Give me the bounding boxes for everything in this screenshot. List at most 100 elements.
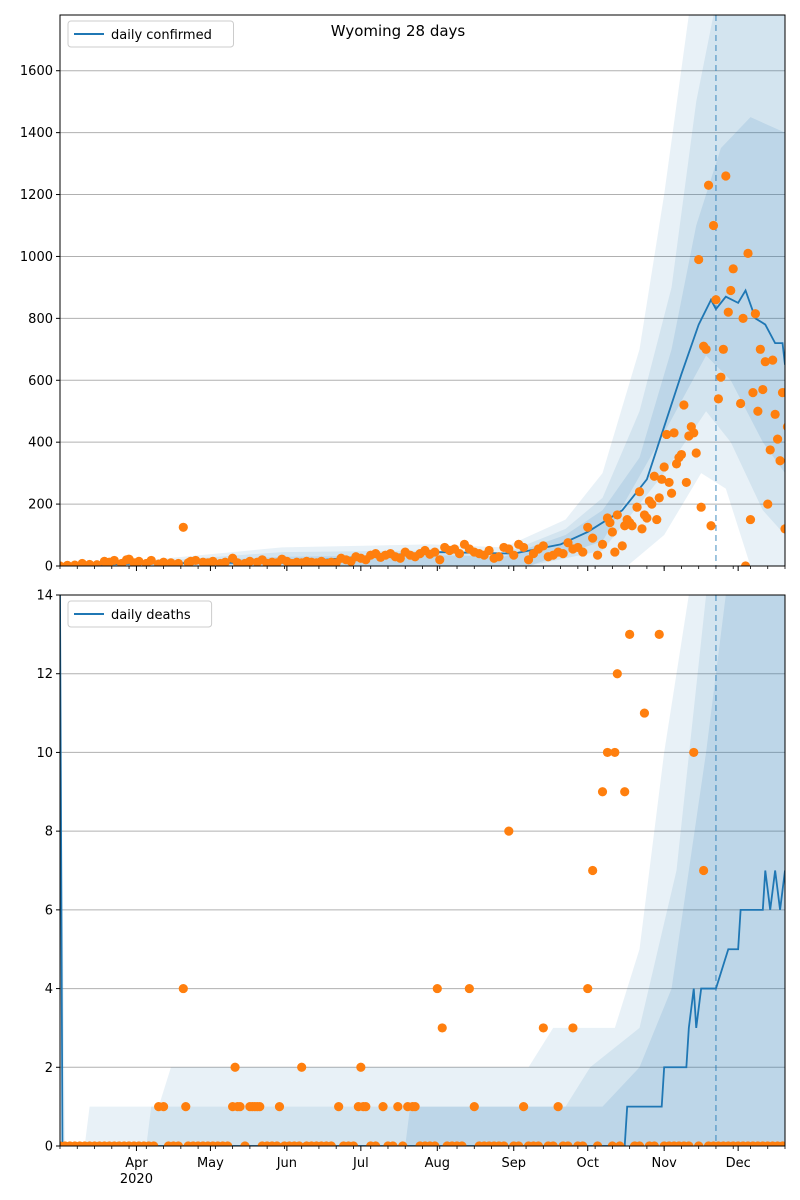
data-point	[634, 487, 645, 497]
data-point	[361, 1102, 371, 1112]
data-point	[294, 1141, 304, 1146]
data-point	[553, 1102, 563, 1112]
data-point	[388, 1141, 398, 1146]
data-point	[578, 547, 588, 557]
y-tick-label: 1400	[20, 126, 53, 141]
data-point	[610, 547, 620, 557]
data-point	[775, 456, 785, 466]
data-point	[607, 527, 617, 537]
x-tick-label: Aug	[425, 1156, 450, 1171]
data-point	[588, 865, 598, 876]
data-point	[494, 552, 504, 562]
data-point	[558, 549, 568, 559]
data-point	[763, 499, 773, 509]
legend-label: daily confirmed	[111, 28, 212, 43]
data-point	[538, 1023, 548, 1033]
data-point	[736, 398, 746, 409]
data-point	[230, 1062, 240, 1072]
data-point	[699, 865, 709, 876]
data-point	[592, 1141, 603, 1146]
data-point	[533, 1141, 544, 1146]
data-point	[348, 1141, 359, 1146]
data-point	[538, 541, 548, 551]
data-point	[519, 1102, 529, 1112]
figure-title: Wyoming 28 days	[331, 22, 466, 40]
data-point	[773, 434, 783, 444]
data-point	[726, 285, 736, 296]
data-point	[178, 522, 188, 532]
data-point	[272, 1141, 282, 1146]
x-tick-label: Nov	[651, 1156, 677, 1171]
data-point	[612, 669, 622, 679]
data-point	[583, 522, 593, 532]
data-point	[208, 556, 218, 566]
data-point	[410, 1102, 420, 1112]
data-point	[223, 1141, 233, 1146]
model-line	[60, 595, 785, 1146]
data-point	[743, 248, 753, 258]
deaths-chart: 0 2 4 6 8 10 12 14 Apr May Jun Jul Aug Sep Oct Nov Dec 20…	[36, 589, 786, 1187]
data-point	[583, 983, 593, 994]
data-point	[548, 1141, 558, 1146]
data-point	[519, 542, 529, 553]
x-year-label: 2020	[120, 1172, 153, 1187]
uncertainty-band-outer	[60, 15, 785, 566]
observed-points	[60, 171, 785, 566]
data-point	[669, 428, 679, 438]
data-point	[703, 180, 714, 190]
y-tick-label: 1200	[20, 188, 53, 203]
data-point	[578, 1141, 588, 1146]
confirmed-chart: 0 200 400 600 800 1000 1200 1400 1600 daily confi…	[20, 14, 786, 575]
y-tick-label: 400	[28, 436, 53, 451]
data-point	[181, 1102, 191, 1112]
data-point	[92, 560, 102, 566]
data-point	[592, 550, 603, 560]
legend-label: daily deaths	[111, 608, 191, 623]
data-point	[689, 747, 699, 758]
data-point	[274, 1102, 285, 1112]
x-tick-label: Jul	[352, 1156, 369, 1171]
data-point	[642, 513, 652, 523]
observed-points	[60, 629, 785, 1146]
uncertainty-band-inner	[60, 595, 785, 1146]
data-point	[681, 477, 691, 488]
data-point	[696, 502, 706, 512]
data-point	[437, 1023, 447, 1033]
data-point	[758, 384, 768, 395]
x-tick-label: May	[197, 1156, 224, 1171]
y-tick-label: 600	[28, 374, 53, 389]
data-point	[657, 474, 667, 484]
data-point	[716, 372, 726, 382]
data-point	[676, 449, 687, 460]
data-point	[134, 556, 144, 566]
y-tick-label: 1600	[20, 64, 53, 79]
data-point	[765, 445, 775, 455]
data-point	[220, 557, 230, 566]
x-tick-label: Oct	[576, 1156, 598, 1171]
uncertainty-band-outer	[60, 595, 785, 1146]
data-point	[605, 518, 615, 528]
data-point	[398, 1141, 408, 1146]
data-point	[232, 558, 243, 566]
data-point	[454, 549, 465, 559]
data-point	[597, 539, 608, 549]
data-point	[654, 493, 664, 503]
data-point	[235, 1102, 245, 1112]
data-point	[708, 220, 719, 231]
data-point	[753, 406, 763, 416]
data-point	[750, 309, 761, 319]
data-point	[728, 264, 738, 274]
data-point	[430, 1141, 440, 1146]
data-point	[158, 557, 169, 566]
data-point	[632, 502, 642, 512]
data-point	[371, 1141, 381, 1146]
data-point	[627, 521, 637, 531]
data-point	[617, 541, 627, 551]
data-point	[191, 555, 201, 566]
data-point	[654, 629, 664, 639]
data-point	[662, 429, 672, 440]
data-point	[679, 400, 689, 410]
data-point	[504, 826, 514, 836]
data-point	[146, 555, 156, 566]
